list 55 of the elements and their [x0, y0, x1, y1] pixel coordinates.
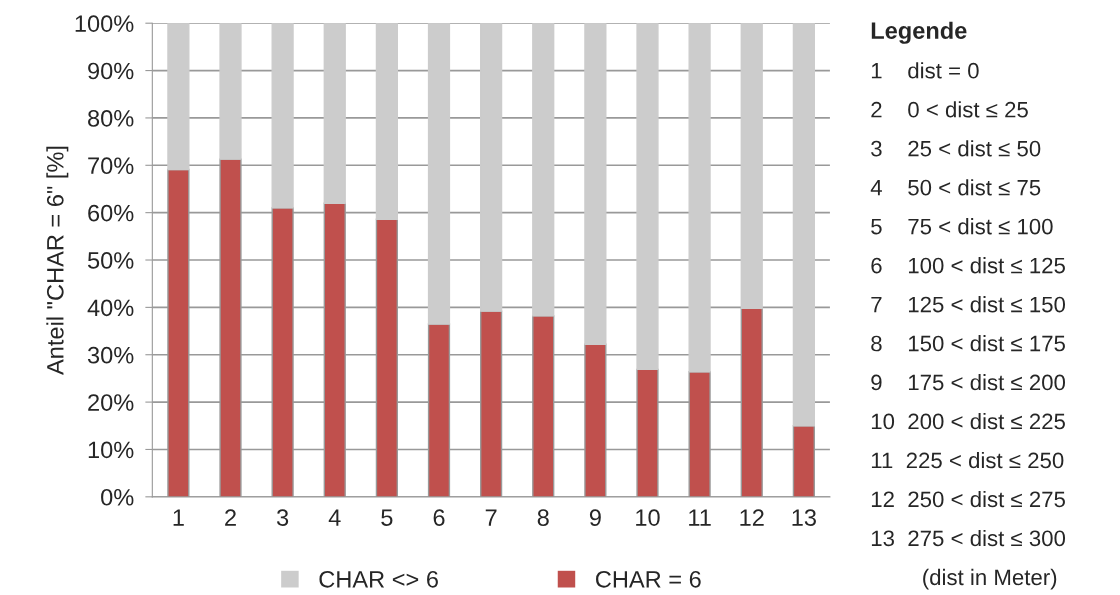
bar: [271, 23, 294, 209]
text: 4 50 < dist ≤ 75: [870, 179, 1041, 196]
x-tick-label: 7: [485, 509, 497, 526]
bar: [427, 23, 451, 325]
x-tick-label: 12: [740, 509, 764, 526]
legend-label: CHAR <> 6: [319, 570, 438, 588]
y-tick-label: 0%: [101, 488, 134, 506]
bar: [323, 23, 346, 204]
text: 6 100 < dist ≤ 125: [871, 257, 1065, 274]
y-tick-label: 40%: [87, 299, 134, 317]
text: 5 75 < dist ≤ 100: [871, 218, 1053, 235]
x-tick-label: 8: [537, 509, 549, 526]
text: 11 225 < dist ≤ 250: [871, 451, 1064, 469]
y-tick-label: 10%: [88, 441, 134, 459]
bar: [532, 23, 555, 317]
x-tick-label: 9: [589, 509, 601, 526]
y-axis-title: Anteil "CHAR = 6" [%]: [46, 146, 69, 375]
text: 1 dist = 0: [871, 62, 979, 79]
x-tick-label: 13: [792, 509, 816, 526]
bar: [740, 23, 763, 310]
y-tick-label: 100%: [75, 15, 134, 32]
x-tick-label: 2: [225, 509, 236, 526]
text: 13 275 < dist ≤ 300: [871, 529, 1066, 547]
bar: [636, 23, 659, 371]
y-tick-label: 70%: [88, 157, 134, 175]
bar: [167, 23, 190, 171]
text: 2 0 < dist ≤ 25: [871, 101, 1028, 118]
y-tick-label: 30%: [87, 346, 134, 364]
text: 7 125 < dist ≤ 150: [871, 296, 1066, 313]
bar: [480, 23, 503, 312]
x-tick-label: 5: [381, 509, 393, 526]
x-tick-label: 11: [689, 509, 711, 526]
text: 3 25 < dist ≤ 50: [871, 140, 1041, 157]
text: 8 150 < dist ≤ 175: [871, 335, 1065, 352]
text: Legende: [871, 21, 967, 44]
y-tick-label: 90%: [88, 62, 134, 80]
text: 10 200 < dist ≤ 225: [871, 412, 1065, 430]
y-tick-label: 60%: [88, 204, 134, 222]
x-tick-label: 10: [636, 509, 660, 526]
bar: [219, 23, 242, 160]
bar: [792, 23, 815, 427]
bar: [584, 23, 607, 346]
x-tick-label: 3: [276, 509, 289, 526]
x-tick-label: 1: [173, 509, 184, 526]
bar: [375, 23, 398, 220]
y-tick-label: 80%: [88, 110, 134, 127]
text: 9 175 < dist ≤ 200: [871, 374, 1066, 391]
x-tick-label: 4: [328, 509, 341, 526]
legend-label: CHAR = 6: [596, 570, 701, 588]
bar: [688, 23, 711, 373]
y-tick-label: 50%: [87, 252, 134, 269]
text: (dist in Meter): [923, 568, 1057, 590]
text: 12 250 < dist ≤ 275: [871, 490, 1065, 508]
y-tick-label: 20%: [88, 394, 134, 411]
x-tick-label: 6: [433, 509, 445, 526]
